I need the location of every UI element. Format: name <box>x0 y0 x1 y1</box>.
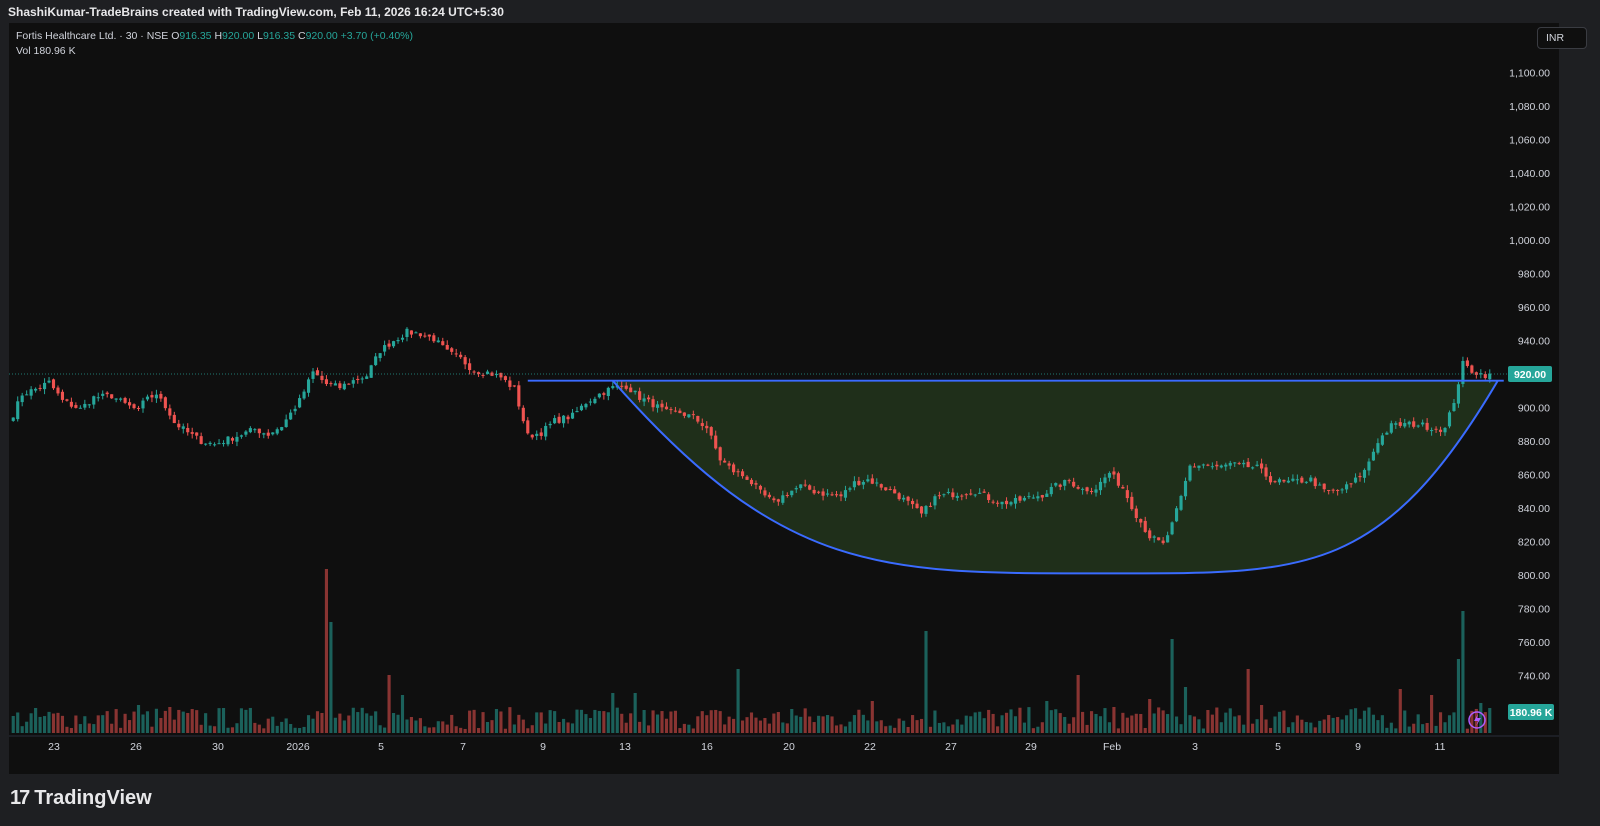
open-value: 916.35 <box>179 30 212 42</box>
chart-attribution: ShashiKumar-TradeBrains created with Tra… <box>8 5 504 19</box>
open-label: O <box>171 30 180 42</box>
high-label: H <box>214 30 223 42</box>
symbol-legend: Fortis Healthcare Ltd. · 30 · NSE O916.3… <box>16 30 413 42</box>
close-value: 920.00 <box>305 30 338 42</box>
currency-button[interactable]: INR <box>1537 27 1587 49</box>
chart-pane[interactable] <box>9 23 1559 774</box>
change-value: +3.70 (+0.40%) <box>340 30 414 42</box>
high-value: 920.00 <box>222 30 255 42</box>
close-label: C <box>297 30 306 42</box>
tradingview-logo-icon: 17 <box>10 787 30 809</box>
volume-label: Vol <box>16 45 31 57</box>
volume-value: 180.96 K <box>33 45 76 57</box>
tradingview-logo-text: TradingView <box>34 787 152 809</box>
low-value: 916.35 <box>262 30 296 42</box>
symbol-name: Fortis Healthcare Ltd. · 30 · NSE <box>16 30 169 42</box>
volume-legend: Vol 180.96 K <box>16 45 76 57</box>
low-label: L <box>257 30 263 42</box>
tradingview-logo: 17 TradingView <box>10 787 152 810</box>
